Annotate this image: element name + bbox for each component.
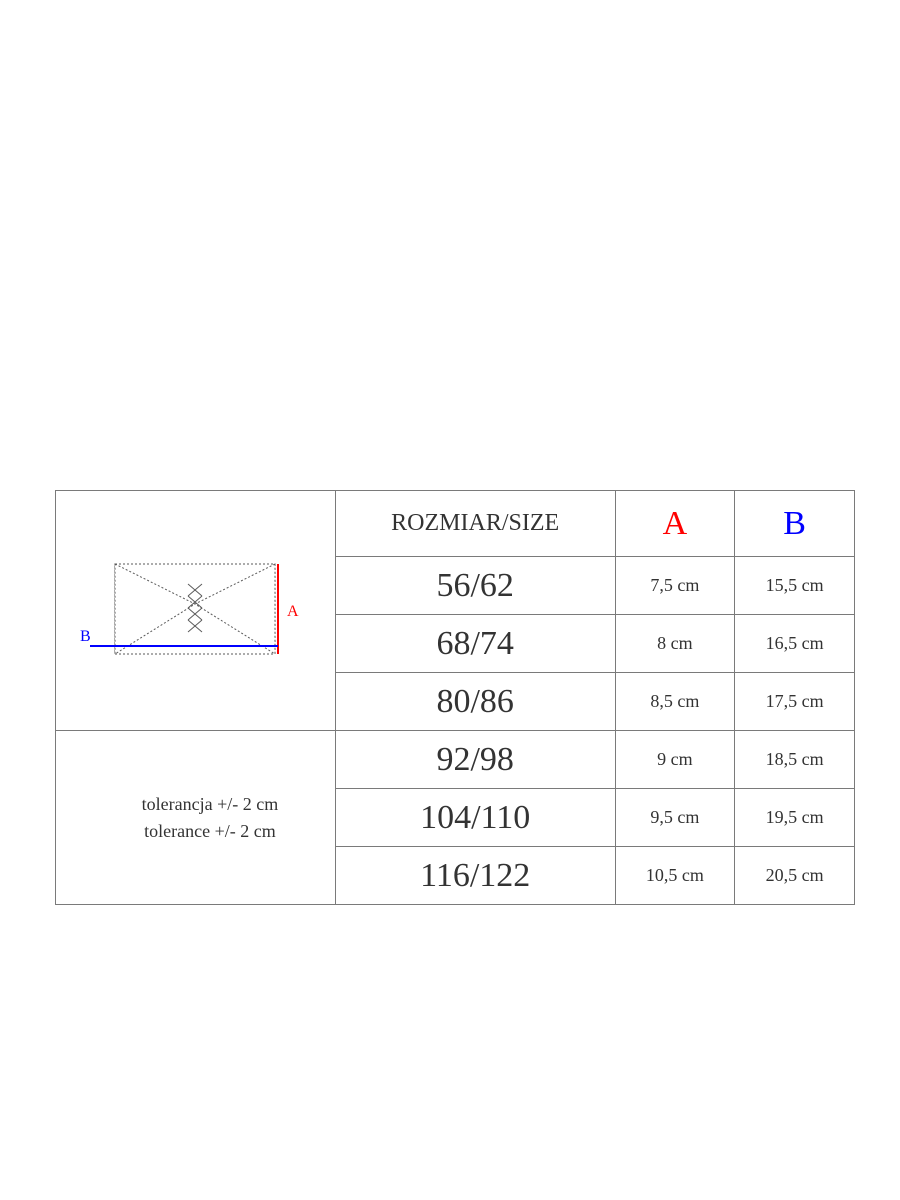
B-cell: 19,5 cm <box>735 789 855 847</box>
size-table-container: A B ROZMIAR/SIZE A B 56/62 7,5 cm 15,5 c… <box>55 490 855 905</box>
diagram-bow-right <box>195 564 275 654</box>
size-cell: 116/122 <box>335 847 615 905</box>
A-cell: 8,5 cm <box>615 673 735 731</box>
A-cell: 9 cm <box>615 731 735 789</box>
B-cell: 16,5 cm <box>735 615 855 673</box>
diagram-knot <box>188 584 202 632</box>
col-header-size: ROZMIAR/SIZE <box>335 491 615 557</box>
diagram-label-B: B <box>80 628 91 645</box>
table-row: tolerancja +/- 2 cm tolerance +/- 2 cm 9… <box>56 731 855 789</box>
tolerance-line-1: tolerancja +/- 2 cm <box>86 791 334 818</box>
table-header-row: A B ROZMIAR/SIZE A B <box>56 491 855 557</box>
diagram-label-A: A <box>287 603 299 620</box>
A-cell: 7,5 cm <box>615 557 735 615</box>
B-cell: 17,5 cm <box>735 673 855 731</box>
tolerance-line-2: tolerance +/- 2 cm <box>86 818 334 845</box>
tolerance-cell: tolerancja +/- 2 cm tolerance +/- 2 cm <box>56 731 336 905</box>
diagram-cell: A B <box>56 491 336 731</box>
col-header-B: B <box>735 491 855 557</box>
A-cell: 9,5 cm <box>615 789 735 847</box>
size-cell: 92/98 <box>335 731 615 789</box>
bowtie-diagram: A B <box>80 526 310 696</box>
col-header-A: A <box>615 491 735 557</box>
diagram-bow-left <box>115 564 195 654</box>
B-cell: 15,5 cm <box>735 557 855 615</box>
size-table: A B ROZMIAR/SIZE A B 56/62 7,5 cm 15,5 c… <box>55 490 855 905</box>
A-cell: 10,5 cm <box>615 847 735 905</box>
B-cell: 18,5 cm <box>735 731 855 789</box>
page: A B ROZMIAR/SIZE A B 56/62 7,5 cm 15,5 c… <box>0 0 900 1200</box>
size-cell: 104/110 <box>335 789 615 847</box>
size-cell: 80/86 <box>335 673 615 731</box>
B-cell: 20,5 cm <box>735 847 855 905</box>
size-cell: 68/74 <box>335 615 615 673</box>
size-cell: 56/62 <box>335 557 615 615</box>
A-cell: 8 cm <box>615 615 735 673</box>
